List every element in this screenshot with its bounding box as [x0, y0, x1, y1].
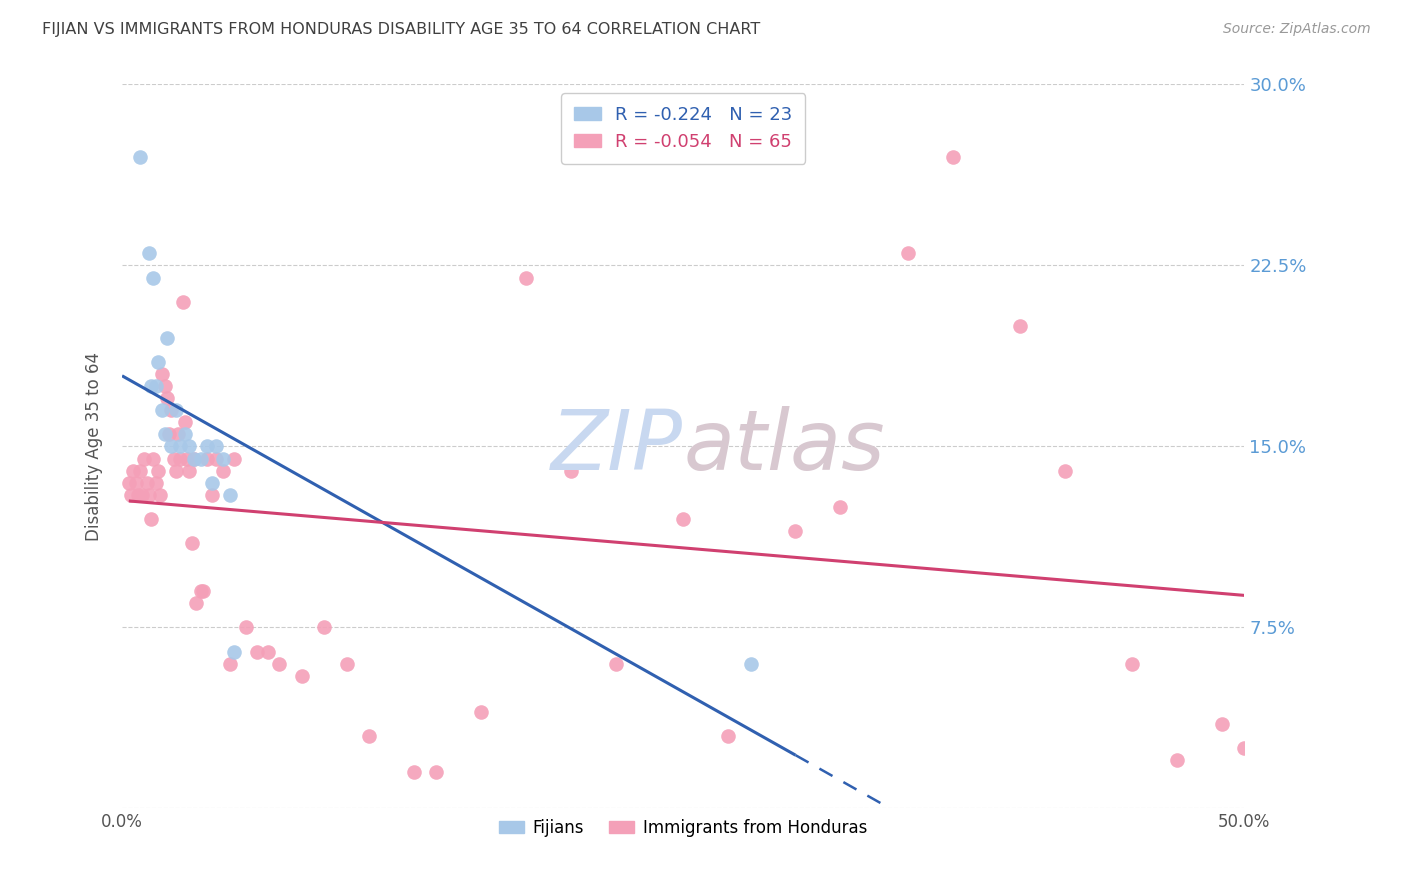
Point [235, 620, 257, 634]
Point [184, 596, 207, 610]
Point [138, 488, 160, 502]
Point [212, 464, 235, 478]
Point [218, 657, 240, 671]
Point [183, 451, 205, 466]
Point [191, 584, 214, 599]
Point [124, 475, 146, 490]
Point [153, 379, 176, 393]
Point [179, 439, 201, 453]
Point [269, 657, 291, 671]
Point [180, 536, 202, 550]
Point [1121, 657, 1143, 671]
Text: FIJIAN VS IMMIGRANTS FROM HONDURAS DISABILITY AGE 35 TO 64 CORRELATION CHART: FIJIAN VS IMMIGRANTS FROM HONDURAS DISAB… [42, 22, 761, 37]
Point [176, 451, 198, 466]
Point [145, 379, 167, 393]
Point [257, 644, 280, 658]
Point [335, 657, 357, 671]
Point [129, 464, 152, 478]
Point [201, 475, 224, 490]
Text: ZIP: ZIP [551, 406, 683, 487]
Point [118, 475, 141, 490]
Point [122, 464, 145, 478]
Point [470, 705, 492, 719]
Point [205, 451, 228, 466]
Text: atlas: atlas [683, 406, 884, 487]
Point [131, 488, 153, 502]
Point [212, 451, 235, 466]
Point [785, 524, 807, 538]
Point [120, 488, 142, 502]
Point [830, 500, 852, 514]
Point [165, 403, 187, 417]
Point [224, 644, 246, 658]
Point [165, 464, 187, 478]
Point [224, 451, 246, 466]
Point [146, 464, 169, 478]
Point [135, 475, 157, 490]
Point [1166, 753, 1188, 767]
Point [174, 415, 197, 429]
Y-axis label: Disability Age 35 to 64: Disability Age 35 to 64 [86, 352, 103, 541]
Point [183, 451, 205, 466]
Point [1053, 464, 1076, 478]
Point [402, 765, 425, 780]
Point [190, 584, 212, 599]
Point [897, 246, 920, 260]
Point [152, 403, 174, 417]
Point [201, 488, 224, 502]
Point [172, 294, 194, 309]
Point [142, 270, 165, 285]
Point [1008, 318, 1031, 333]
Point [167, 427, 190, 442]
Point [160, 403, 183, 417]
Point [218, 488, 240, 502]
Point [141, 512, 163, 526]
Point [357, 729, 380, 743]
Point [156, 391, 179, 405]
Point [152, 367, 174, 381]
Point [146, 355, 169, 369]
Point [134, 451, 156, 466]
Point [160, 439, 183, 453]
Point [717, 729, 740, 743]
Point [169, 439, 191, 453]
Point [138, 246, 160, 260]
Point [169, 451, 191, 466]
Point [153, 427, 176, 442]
Legend: Fijians, Immigrants from Honduras: Fijians, Immigrants from Honduras [492, 813, 873, 844]
Point [1233, 741, 1256, 756]
Point [291, 669, 314, 683]
Point [1211, 717, 1233, 731]
Point [157, 427, 180, 442]
Point [163, 451, 186, 466]
Point [156, 331, 179, 345]
Point [174, 427, 197, 442]
Point [246, 644, 269, 658]
Point [515, 270, 537, 285]
Point [740, 657, 762, 671]
Point [605, 657, 627, 671]
Point [205, 439, 228, 453]
Point [195, 451, 218, 466]
Point [149, 488, 172, 502]
Point [312, 620, 335, 634]
Point [129, 150, 152, 164]
Point [425, 765, 447, 780]
Point [145, 475, 167, 490]
Text: Source: ZipAtlas.com: Source: ZipAtlas.com [1223, 22, 1371, 37]
Point [141, 379, 163, 393]
Point [560, 464, 582, 478]
Point [127, 488, 149, 502]
Point [195, 439, 218, 453]
Point [942, 150, 965, 164]
Point [142, 451, 165, 466]
Point [190, 451, 212, 466]
Point [179, 464, 201, 478]
Point [672, 512, 695, 526]
